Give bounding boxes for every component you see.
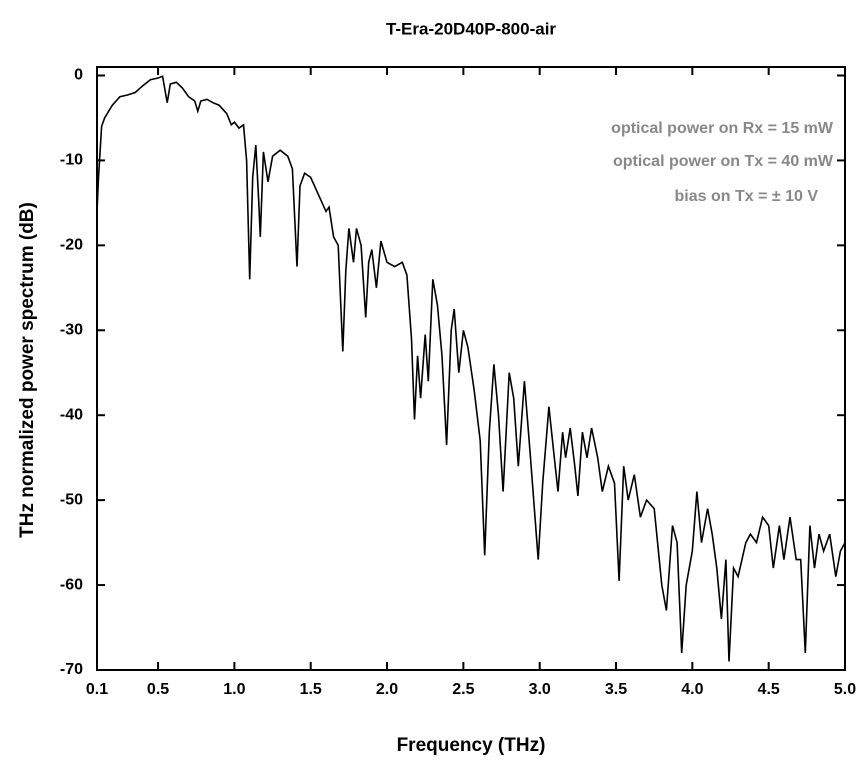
x-tick-label: 1.5 xyxy=(300,681,322,698)
annotation: optical power on Rx = 15 mW xyxy=(611,120,834,137)
y-tick-label: -20 xyxy=(60,237,83,254)
x-tick-label: 0.5 xyxy=(147,681,169,698)
x-tick-label: 3.5 xyxy=(605,681,627,698)
y-tick-label: -50 xyxy=(60,491,83,508)
y-tick-label: -40 xyxy=(60,406,83,423)
y-tick-label: -10 xyxy=(60,152,83,169)
x-axis-title: Frequency (THz) xyxy=(397,735,546,756)
x-tick-label: 2.5 xyxy=(452,681,474,698)
x-tick-label: 4.0 xyxy=(681,681,703,698)
annotation: bias on Tx = ± 10 V xyxy=(675,188,819,205)
x-tick-label: 0.1 xyxy=(86,681,108,698)
y-tick-label: -60 xyxy=(60,576,83,593)
x-tick-label: 1.0 xyxy=(223,681,245,698)
x-tick-label: 4.5 xyxy=(758,681,780,698)
annotation: optical power on Tx = 40 mW xyxy=(613,153,834,170)
plot-frame xyxy=(96,66,846,671)
x-tick-label: 2.0 xyxy=(376,681,398,698)
y-tick-label: -70 xyxy=(60,661,83,678)
spectrum-line xyxy=(96,75,846,662)
y-axis-title: THz normalized power spectrum (dB) xyxy=(17,202,38,538)
x-tick-label: 3.0 xyxy=(529,681,551,698)
chart-title: T-Era-20D40P-800-air xyxy=(386,19,556,38)
y-tick-label: -30 xyxy=(60,322,83,339)
x-tick-label: 5.0 xyxy=(834,681,856,698)
y-tick-label: 0 xyxy=(74,67,83,84)
